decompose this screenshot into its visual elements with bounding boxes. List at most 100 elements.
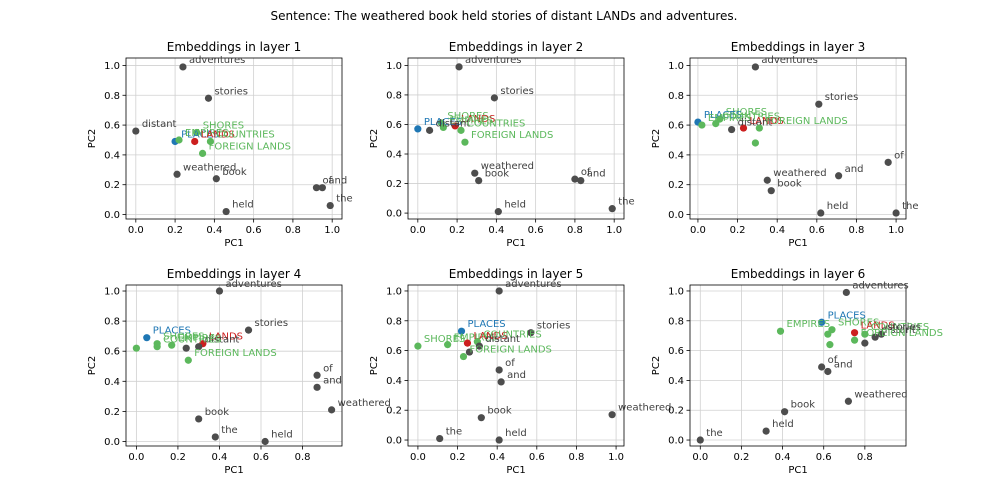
y-tick-label: 0.8 [104,91,120,102]
y-tick-label: 0.0 [386,209,402,220]
point-stories [815,100,823,108]
axes-frame [407,57,625,220]
point-shores [414,342,422,350]
point-label-adventures: adventures [189,55,245,66]
point-label-distant: distant [881,325,916,336]
point-of [313,371,321,379]
x-tick-label: 0.2 [450,452,466,463]
point-book [477,414,485,422]
y-axis-label: PC2 [87,356,98,375]
y-tick-label: 0.6 [386,120,402,131]
y-tick-label: 1.0 [668,286,684,297]
x-tick-label: 0.6 [529,452,545,463]
y-tick-label: 0.6 [104,121,120,132]
point-label-lands: LANDS [473,331,507,342]
x-tick-label: 0.4 [769,225,785,236]
y-tick-label: 0.6 [104,347,120,358]
y-tick-label: 1.0 [386,286,402,297]
y-tick-label: 0.8 [386,90,402,101]
point-held [817,209,825,217]
point-empires [175,136,183,144]
x-tick-label: 0.6 [528,225,544,236]
point-lands [191,137,199,146]
x-tick-label: 0.0 [410,452,426,463]
point-label-stories: stories [500,86,534,97]
point-label-adventures: adventures [465,55,521,66]
point-label-places: PLACES [468,319,506,330]
y-tick-label: 0.6 [668,346,684,357]
y-tick-label: 0.4 [386,150,402,161]
y-tick-label: 0.6 [668,121,684,132]
point-label-empires: EMPIRES [708,113,752,124]
point-label-the: the [446,427,462,438]
point-stories [877,330,885,338]
point-weathered [173,170,181,178]
point-of [884,158,892,166]
chart-title: Embeddings in layer 4 [167,267,301,281]
point-label-adventures: adventures [852,280,908,291]
y-tick-label: 0.4 [668,150,684,161]
point-label-countries: COUNTRIES [483,330,541,341]
point-label-stories: stories [255,318,289,329]
y-tick-label: 0.2 [386,406,402,417]
point-stories [490,94,498,102]
x-tick-label: 1.0 [324,225,340,236]
point-label-of: of [581,167,591,178]
point-label-distant: distant [738,118,773,129]
x-tick-label: 0.2 [733,452,749,463]
x-tick-label: 0.8 [849,225,865,236]
axes-frame [125,57,343,220]
point-empires [698,121,706,129]
y-tick-label: 0.4 [386,376,402,387]
point-label-book: book [222,167,247,178]
point-countries [712,119,720,128]
point-label-stories: stories [537,321,571,332]
x-tick-label: 0.4 [775,452,791,463]
point-label-weathered: weathered [618,403,671,414]
point-unlabeled [826,341,834,349]
point-held [762,427,770,435]
point-label-empires: EMPIRES [454,333,498,344]
y-tick-label: 0.4 [104,377,120,388]
point-held [261,437,269,446]
point-places [143,334,151,342]
x-axis-label: PC1 [506,465,525,476]
point-label-shores: SHORES [203,121,244,132]
point-label-book: book [777,179,802,190]
point-countries [861,330,869,338]
point-label-shores: SHORES [424,334,465,345]
point-the [608,205,616,213]
y-tick-label: 0.2 [104,407,120,418]
point-label-and: and [587,169,606,180]
point-lands [463,339,472,347]
point-label-distant: distant [142,119,177,130]
x-tick-label: 0.0 [128,225,144,236]
x-tick-label: 1.0 [606,225,622,236]
point-label-stories: stories [825,92,859,103]
x-axis-label: PC1 [788,238,807,249]
point-label-shores: SHORES [726,107,767,118]
x-tick-label: 0.4 [489,452,505,463]
point-weathered [471,169,479,177]
point-stories [527,329,535,337]
point-foreign-lands [461,138,469,146]
point-label-empires: EMPIRES [178,333,222,344]
y-axis-label: PC2 [87,129,98,148]
point-distant [475,342,483,350]
point-unlabeled [132,344,140,352]
plot-area [408,58,624,219]
point-foreign-lands [198,149,207,158]
point-book [767,187,775,195]
x-tick-label: 0.8 [295,452,311,463]
point-label-countries: COUNTRIES [871,322,929,333]
point-label-book: book [791,400,816,411]
chart-panel-6: 0.0 0.2 0.4 0.6 0.8 0.0 0.2 0.4 0.6 0.8 1.0 Embeddi… [651,267,943,476]
point-label-places: PLACES [424,117,462,128]
point-label-held: held [232,200,254,211]
point-label-places: PLACES [704,110,742,121]
point-countries [206,137,215,146]
y-tick-label: 0.0 [386,436,402,447]
point-label-of: of [323,363,333,374]
point-label-and: and [323,375,342,386]
chart-title: Embeddings in layer 3 [731,40,865,54]
